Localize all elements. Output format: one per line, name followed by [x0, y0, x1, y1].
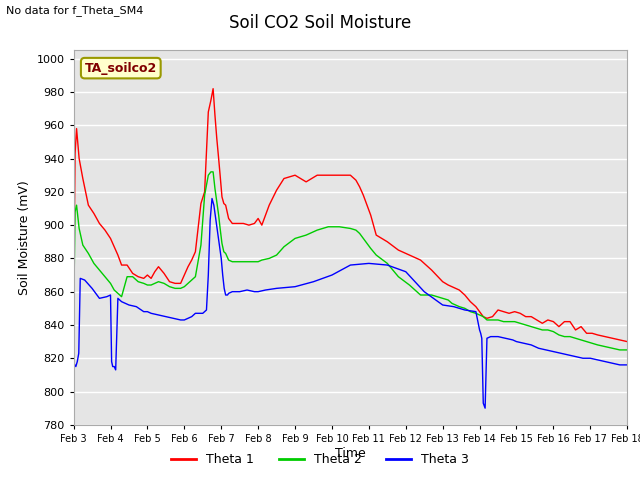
Theta 3: [623, 362, 631, 368]
Theta 3: [527, 342, 535, 348]
Theta 2: [207, 169, 215, 175]
X-axis label: Time: Time: [335, 446, 366, 460]
Theta 2: [555, 332, 563, 338]
Theta 2: [572, 336, 579, 341]
Theta 1: [70, 299, 77, 304]
Theta 3: [109, 364, 116, 370]
Text: Soil CO2 Soil Moisture: Soil CO2 Soil Moisture: [229, 14, 411, 33]
Y-axis label: Soil Moisture (mV): Soil Moisture (mV): [18, 180, 31, 295]
Theta 3: [542, 347, 550, 353]
Theta 3: [472, 309, 480, 314]
Line: Theta 1: Theta 1: [74, 89, 627, 342]
Theta 2: [623, 347, 631, 353]
Theta 2: [360, 236, 367, 241]
Theta 1: [209, 86, 217, 92]
Theta 3: [184, 315, 192, 321]
Theta 2: [191, 274, 199, 279]
Theta 3: [481, 405, 489, 411]
Legend: Theta 1, Theta 2, Theta 3: Theta 1, Theta 2, Theta 3: [166, 448, 474, 471]
Theta 3: [208, 196, 216, 202]
Line: Theta 2: Theta 2: [74, 172, 627, 350]
Theta 2: [583, 339, 591, 345]
Theta 1: [623, 339, 631, 345]
Theta 1: [583, 330, 591, 336]
Theta 1: [566, 319, 574, 324]
Theta 1: [555, 324, 563, 329]
Theta 2: [70, 315, 77, 321]
Theta 2: [616, 347, 623, 353]
Text: TA_soilco2: TA_soilco2: [84, 61, 157, 74]
Text: No data for f_Theta_SM4: No data for f_Theta_SM4: [6, 5, 144, 16]
Line: Theta 3: Theta 3: [74, 199, 627, 408]
Theta 1: [572, 327, 579, 333]
Theta 3: [609, 360, 616, 366]
Theta 1: [360, 192, 367, 198]
Theta 3: [70, 359, 77, 364]
Theta 1: [191, 249, 199, 254]
Theta 2: [566, 334, 574, 339]
